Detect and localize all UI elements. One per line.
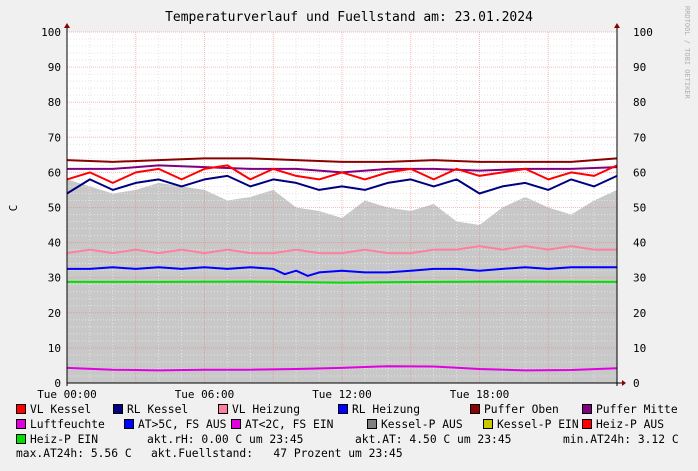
y-tick-label-left: 10 [48, 342, 61, 355]
y-axis-left-arrow [64, 23, 70, 28]
legend-label: Kessel-P AUS [381, 418, 463, 431]
y-tick-label-left: 40 [48, 237, 61, 250]
rrdtool-watermark: RRDTOOL / TOBI OETIKER [683, 6, 691, 100]
legend-label: RL Heizung [352, 403, 421, 416]
legend-item: VL Heizung [218, 403, 300, 417]
legend-item: Heiz-P EIN [16, 433, 98, 447]
y-tick-label-right: 30 [633, 272, 646, 285]
y-tick-label-right: 60 [633, 166, 646, 179]
y-tick-label-right: 50 [633, 202, 646, 215]
legend-label: Heiz-P AUS [596, 418, 665, 431]
legend-item: Puffer Mitte [582, 403, 678, 417]
stat-akt-rh: akt.rH: 0.00 C um 23:45 [147, 433, 304, 446]
series-line-luftfeuchte [66, 365, 618, 372]
series-line-puffer-oben [66, 157, 618, 163]
legend-label: AT>5C, FS AUS [138, 418, 227, 431]
stat-akt-fuellstand: akt.Fuellstand: 47 Prozent um 23:45 [151, 447, 403, 460]
y-tick-label-right: 0 [633, 377, 640, 390]
y-axis-label: C [7, 205, 20, 212]
y-tick-label-left: 20 [48, 307, 61, 320]
legend-label: Puffer Oben [484, 403, 559, 416]
legend-item: Puffer Oben [470, 403, 559, 417]
legend-swatch [16, 404, 26, 414]
legend-item: Kessel-P EIN [483, 418, 579, 432]
y-tick-label-left: 100 [41, 26, 61, 39]
x-axis-arrow [622, 380, 626, 386]
legend-label: Puffer Mitte [596, 403, 678, 416]
legend: VL Kessel RL Kessel VL Heizung RL Heizung Pu… [0, 403, 698, 471]
stat-min-at24h: min.AT24h: 3.12 C [563, 433, 679, 446]
stat-max-at24h: max.AT24h: 5.56 C [16, 447, 132, 460]
y-tick-label-left: 70 [48, 131, 61, 144]
y-tick-label-left: 30 [48, 272, 61, 285]
legend-swatch [367, 419, 377, 429]
chart-title: Temperaturverlauf und Fuellstand am: 23.… [165, 10, 533, 25]
legend-swatch [113, 404, 123, 414]
y-tick-label-right: 100 [633, 26, 653, 39]
y-tick-label-right: 70 [633, 131, 646, 144]
legend-label: Heiz-P EIN [30, 433, 99, 446]
x-tick-label: Tue 18:00 [450, 388, 510, 401]
y-tick-label-right: 40 [633, 237, 646, 250]
legend-swatch [582, 419, 592, 429]
legend-item: RL Kessel [113, 403, 188, 417]
series-line-rl-heizung [67, 266, 617, 277]
legend-item: RL Heizung [338, 403, 420, 417]
legend-swatch [218, 404, 228, 414]
legend-item: AT<2C, FS EIN [231, 418, 333, 432]
legend-label: RL Kessel [127, 403, 189, 416]
legend-swatch [338, 404, 348, 414]
legend-item: AT>5C, FS AUS [124, 418, 226, 432]
legend-item: Heiz-P AUS [582, 418, 664, 432]
legend-label: VL Heizung [232, 403, 301, 416]
legend-swatch [124, 419, 134, 429]
x-tick-label: Tue 00:00 [37, 388, 97, 401]
legend-swatch [483, 419, 493, 429]
series-line-heiz-p-ein [67, 280, 618, 284]
y-tick-label-right: 80 [633, 96, 646, 109]
y-tick-label-right: 20 [633, 307, 646, 320]
y-axis-right-arrow [614, 23, 620, 28]
legend-item: Kessel-P AUS [367, 418, 463, 432]
legend-item: VL Kessel [16, 403, 91, 417]
legend-label: AT<2C, FS EIN [245, 418, 334, 431]
y-tick-label-left: 50 [48, 202, 61, 215]
legend-label: Luftfeuchte [30, 418, 105, 431]
y-tick-label-left: 0 [54, 377, 61, 390]
y-tick-label-left: 80 [48, 96, 61, 109]
legend-swatch [16, 434, 26, 444]
legend-swatch [582, 404, 592, 414]
y-tick-label-left: 60 [48, 166, 61, 179]
stat-akt-at: akt.AT: 4.50 C um 23:45 [355, 433, 512, 446]
series-line-rl-kessel [66, 174, 618, 195]
y-tick-label-right: 10 [633, 342, 646, 355]
y-tick-label-right: 90 [633, 61, 646, 74]
legend-swatch [470, 404, 480, 414]
temperature-chart: Temperaturverlauf und Fuellstand am: 23.… [7, 6, 691, 401]
series-line-vl-heizung [66, 245, 617, 255]
legend-item: Luftfeuchte [16, 418, 105, 432]
legend-label: VL Kessel [30, 403, 92, 416]
x-tick-label: Tue 12:00 [312, 388, 372, 401]
legend-swatch [16, 419, 26, 429]
x-tick-label: Tue 06:00 [175, 388, 235, 401]
legend-label: Kessel-P EIN [497, 418, 579, 431]
y-tick-label-left: 90 [48, 61, 61, 74]
legend-swatch [231, 419, 241, 429]
series-line-vl-kessel [66, 164, 618, 184]
